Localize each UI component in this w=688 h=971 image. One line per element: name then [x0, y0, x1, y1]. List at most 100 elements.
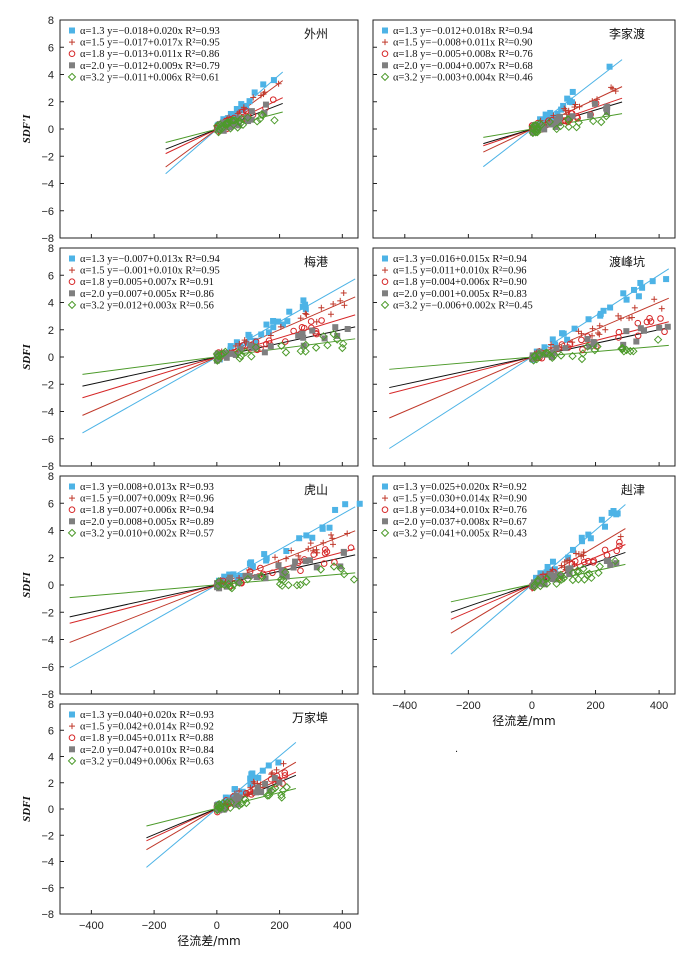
y-tick-label: 8 — [48, 15, 54, 27]
data-point — [541, 349, 550, 358]
data-point — [595, 562, 604, 571]
data-point — [279, 571, 286, 578]
data-point — [226, 803, 235, 813]
data-point — [630, 286, 637, 293]
data-point — [292, 558, 299, 565]
data-point — [552, 341, 559, 348]
data-point — [300, 334, 307, 341]
data-point — [232, 351, 239, 358]
data-point — [541, 574, 551, 584]
legend-marker-a20 — [382, 290, 388, 297]
legend-entry: α=3.2 y=−0.006+0.002x R²=0.45 — [393, 300, 533, 311]
data-point — [277, 323, 284, 330]
y-tick-label: −8 — [41, 233, 54, 245]
chart-panel-3: 8 6 4 2 0 −2 −4 −6 −8 SDFI 梅港 α=1.3 y=−0.007+0.013x… — [21, 243, 359, 473]
data-point — [276, 575, 286, 584]
data-point — [574, 575, 583, 584]
data-point — [281, 769, 289, 776]
fit-line-a20 — [69, 554, 356, 618]
data-point — [273, 766, 280, 773]
data-point — [313, 564, 320, 571]
data-point — [564, 122, 574, 132]
data-point — [564, 557, 571, 564]
data-point — [257, 564, 264, 572]
legend-entry: α=1.5 y=0.030+0.014x R²=0.90 — [393, 494, 527, 505]
panel-title: 外州 — [304, 27, 328, 41]
data-point — [299, 303, 306, 310]
data-point — [269, 769, 276, 776]
data-point — [555, 575, 564, 584]
legend-marker-a18 — [68, 734, 76, 742]
data-point — [631, 304, 638, 311]
y-tick-label: 6 — [48, 498, 54, 510]
legend-marker-a13 — [382, 27, 388, 34]
data-point — [237, 346, 244, 353]
data-point — [296, 580, 305, 590]
data-point — [663, 276, 670, 283]
panel-title: 赳津 — [621, 483, 645, 497]
data-point — [233, 106, 240, 113]
x-tick-label: −400 — [392, 700, 417, 712]
data-point — [331, 558, 338, 566]
data-point — [275, 80, 282, 87]
y-tick-label: 4 — [48, 752, 54, 764]
data-point — [528, 125, 538, 134]
data-point — [587, 112, 594, 119]
data-point — [236, 340, 243, 347]
data-point — [302, 577, 311, 586]
data-point — [303, 532, 310, 539]
data-point — [580, 558, 588, 566]
data-point — [231, 786, 238, 793]
legend-entry: α=1.5 y=0.007+0.009x R²=0.96 — [80, 494, 214, 505]
data-point — [272, 554, 279, 561]
data-point — [564, 95, 571, 102]
data-point — [305, 545, 312, 552]
data-point — [569, 88, 576, 95]
data-point — [309, 327, 316, 334]
legend-marker-a15 — [69, 39, 75, 46]
legend-marker-a18 — [68, 278, 76, 286]
legend-marker-a13 — [382, 483, 388, 490]
data-point — [252, 117, 262, 126]
data-point — [226, 582, 235, 592]
data-point — [616, 538, 623, 546]
data-point — [542, 111, 549, 118]
data-point — [336, 564, 346, 573]
y-tick-label: 0 — [48, 124, 54, 136]
data-point — [258, 331, 265, 338]
data-point — [319, 332, 328, 341]
data-point — [649, 278, 656, 285]
data-point — [545, 117, 555, 127]
data-point — [635, 293, 642, 300]
data-point — [562, 345, 569, 352]
data-point — [275, 759, 282, 766]
y-tick-label: −6 — [41, 662, 54, 674]
fit-line-a15 — [69, 530, 356, 643]
data-point — [262, 780, 269, 787]
data-point — [329, 329, 338, 339]
data-point — [566, 115, 573, 122]
legend-entry: α=1.8 y=−0.005+0.008x R²=0.76 — [393, 49, 533, 60]
legend-entry: α=1.3 y=0.008+0.013x R²=0.93 — [80, 482, 214, 493]
panel-title: 渡峰坑 — [609, 254, 645, 269]
data-point — [243, 574, 253, 584]
legend-marker-a32 — [67, 300, 77, 310]
data-point — [265, 329, 272, 336]
y-tick-label: −8 — [41, 461, 54, 473]
y-tick-label: −2 — [41, 830, 54, 842]
data-point — [247, 781, 254, 788]
legend-entry: α=2.0 y=0.007+0.005x R²=0.86 — [80, 289, 214, 300]
series-a32 — [213, 110, 279, 137]
data-point — [283, 555, 290, 562]
series-a32 — [213, 562, 359, 593]
legend-marker-a32 — [67, 528, 77, 538]
data-point — [576, 103, 583, 110]
data-point — [269, 96, 277, 103]
data-point — [557, 575, 566, 584]
data-point — [258, 111, 268, 120]
data-point — [290, 564, 297, 571]
data-point — [277, 793, 286, 802]
data-point — [618, 315, 625, 322]
legend-entry: α=3.2 y=0.010+0.002x R²=0.57 — [80, 528, 214, 539]
data-point — [553, 116, 560, 123]
